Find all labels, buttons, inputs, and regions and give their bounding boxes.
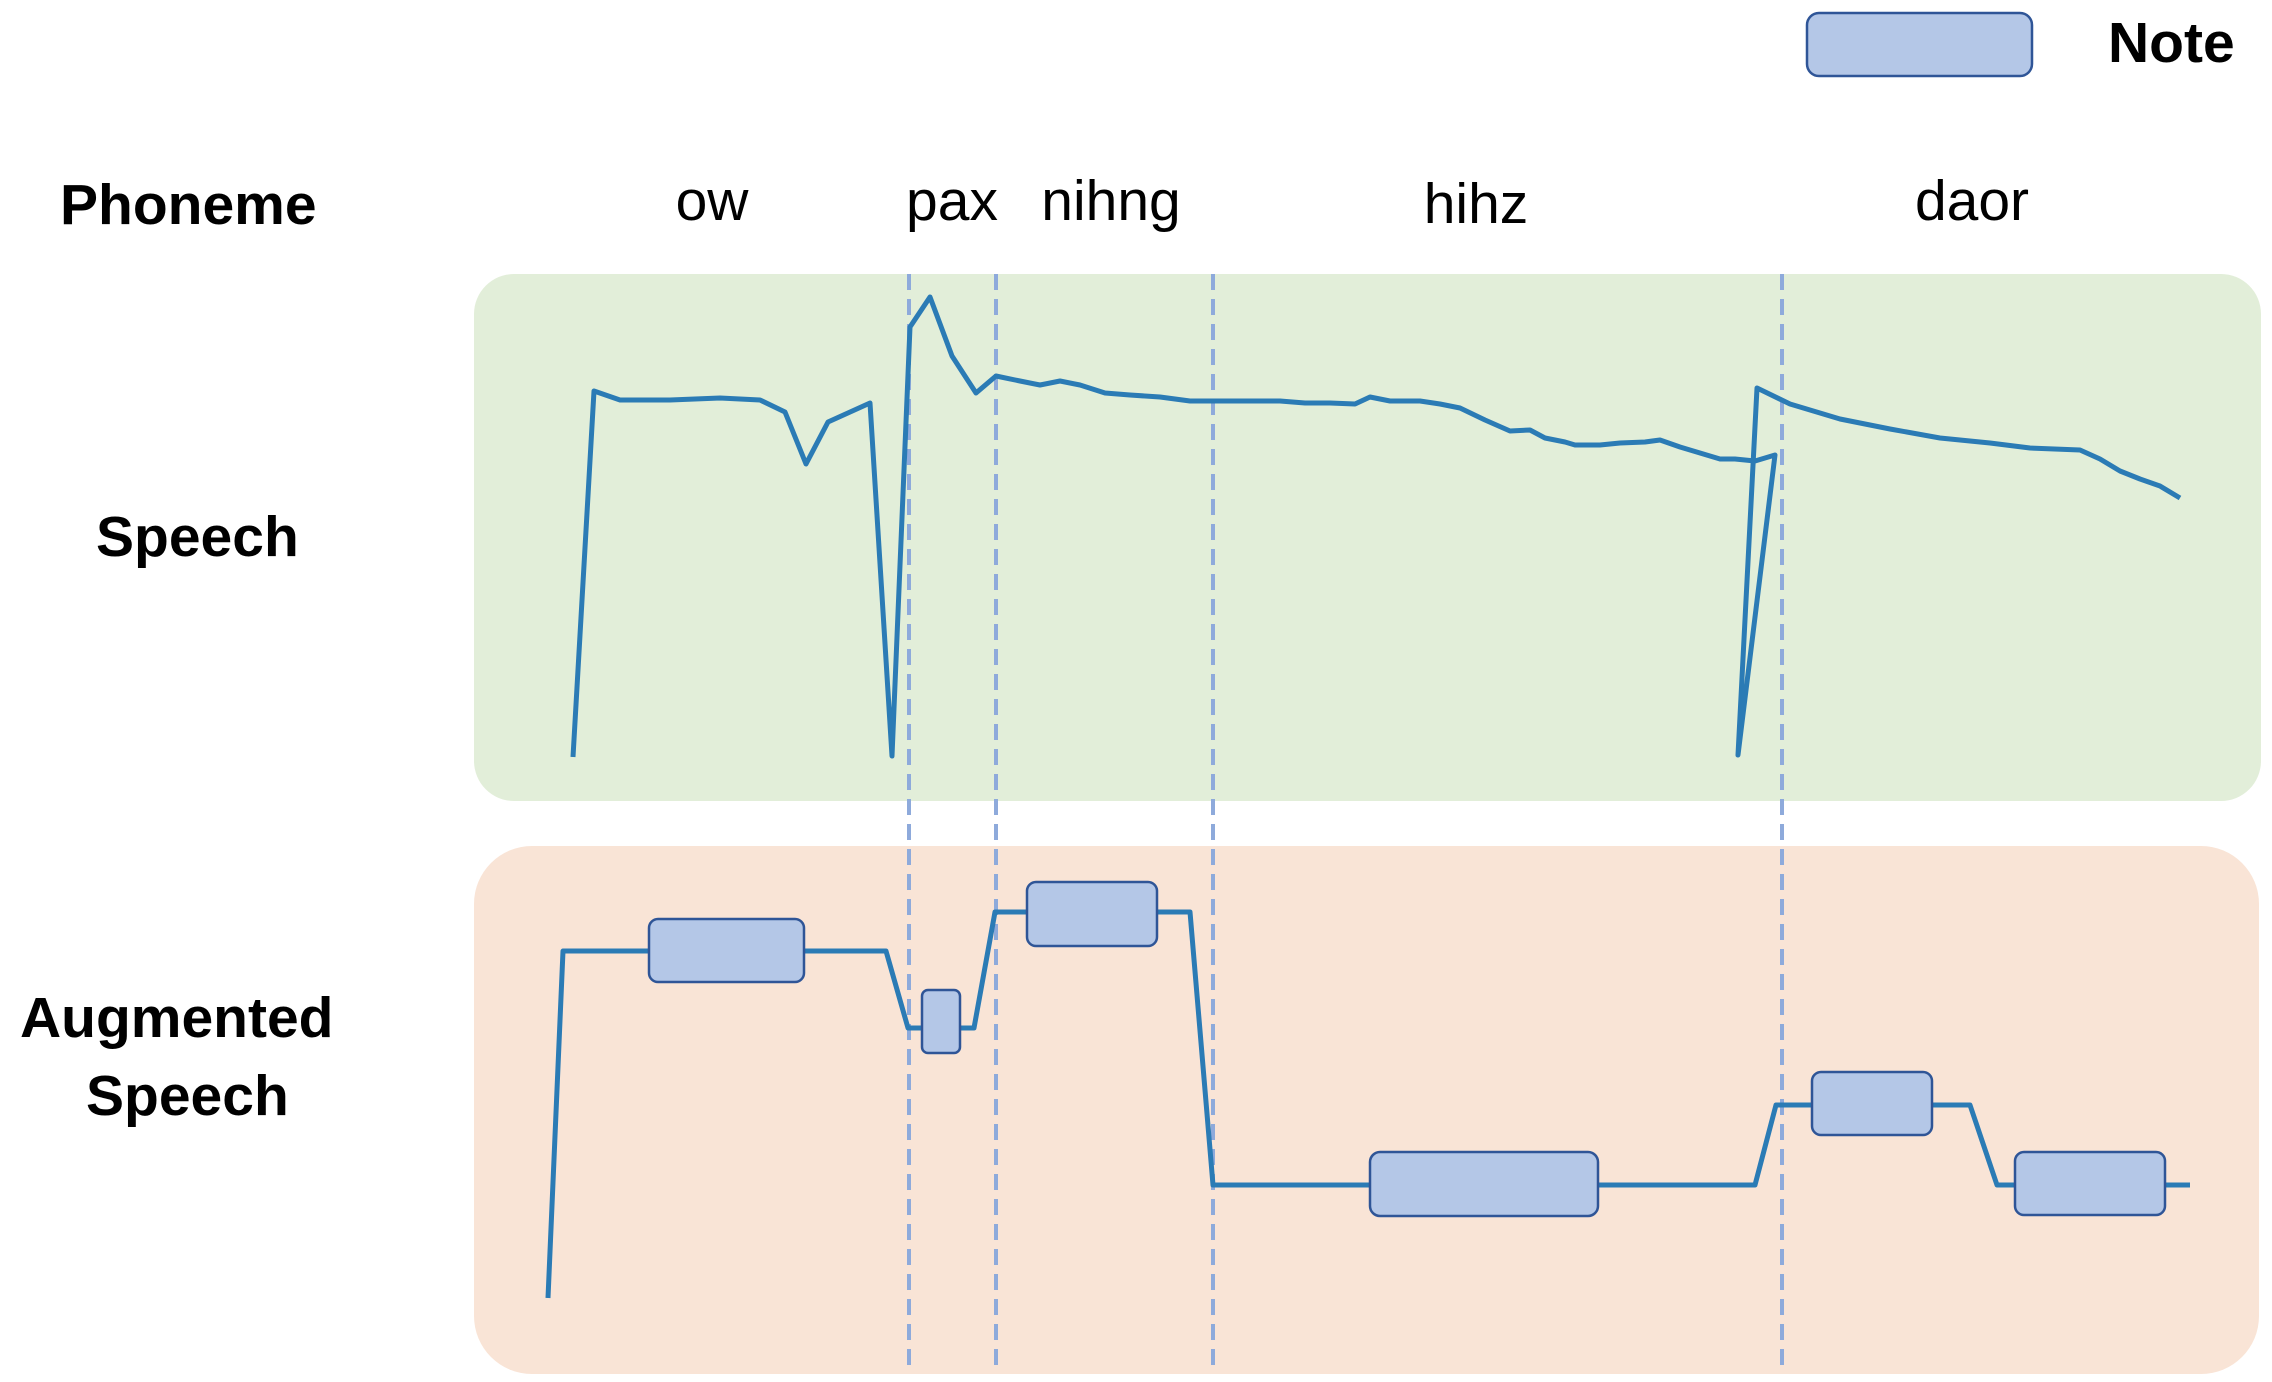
note-box xyxy=(920,988,962,1055)
note-box xyxy=(1025,880,1159,948)
note-box xyxy=(1368,1150,1600,1218)
phoneme-label: ow xyxy=(676,169,750,233)
speech-pitch-curve xyxy=(570,294,2182,759)
phoneme-row-label: Phoneme xyxy=(60,173,317,237)
phoneme-boundaries xyxy=(907,274,1784,1372)
augmented-speech-curve xyxy=(545,909,2190,1299)
augmented-speech-panel xyxy=(474,846,2259,1374)
legend-label: Note xyxy=(2108,11,2235,75)
augmented-row-label-line1: Augmented xyxy=(20,986,334,1050)
phoneme-label: nihng xyxy=(1041,169,1180,233)
note-box xyxy=(647,917,806,984)
note-box xyxy=(1810,1070,1934,1137)
note-legend-icon xyxy=(1805,11,2034,78)
speech-panel xyxy=(474,274,2261,801)
note-box xyxy=(2013,1150,2167,1217)
speech-row-label: Speech xyxy=(96,505,299,569)
note-boxes xyxy=(647,880,2167,1218)
phoneme-label: daor xyxy=(1915,169,2029,233)
phoneme-label: pax xyxy=(906,169,998,233)
augmented-row-label-line2: Speech xyxy=(86,1064,289,1128)
phoneme-label: hihz xyxy=(1424,172,1529,236)
